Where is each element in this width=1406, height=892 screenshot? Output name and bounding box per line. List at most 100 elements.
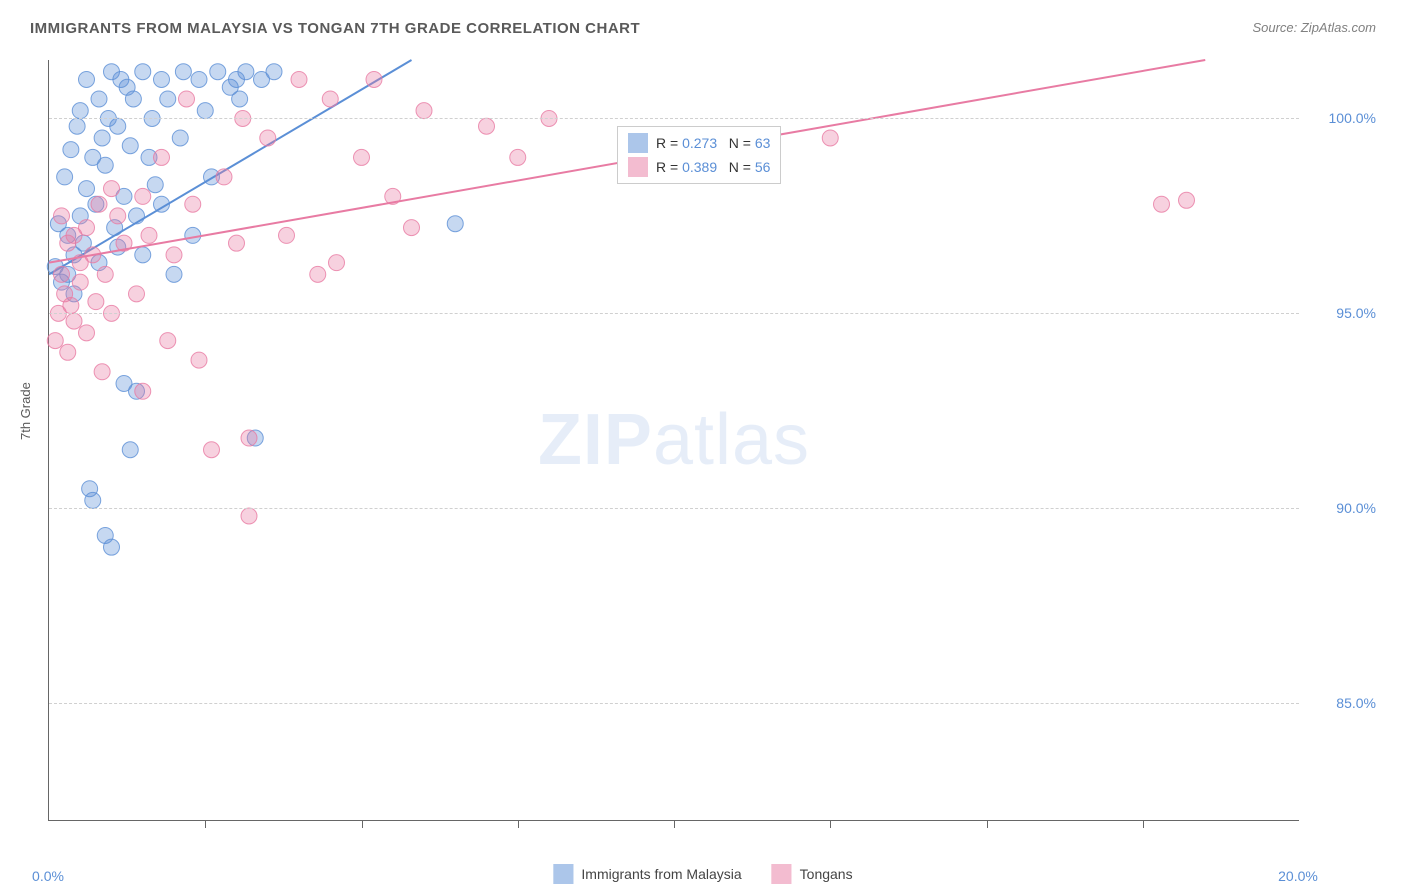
scatter-point — [91, 91, 107, 107]
scatter-point — [104, 539, 120, 555]
series-legend: Immigrants from Malaysia Tongans — [553, 864, 852, 884]
x-tick — [674, 820, 675, 828]
legend-label: Immigrants from Malaysia — [581, 866, 741, 882]
scatter-point — [385, 188, 401, 204]
legend-stats: R = 0.273 N = 63 — [656, 135, 770, 151]
scatter-point — [129, 286, 145, 302]
scatter-point — [85, 247, 101, 263]
scatter-point — [447, 216, 463, 232]
scatter-point — [154, 196, 170, 212]
scatter-point — [238, 64, 254, 80]
scatter-point — [63, 298, 79, 314]
scatter-point — [47, 333, 63, 349]
plot-area: ZIPatlas R = 0.273 N = 63R = 0.389 N = 5… — [48, 60, 1299, 821]
x-tick — [362, 820, 363, 828]
scatter-point — [354, 149, 370, 165]
scatter-point — [185, 227, 201, 243]
legend-swatch — [628, 157, 648, 177]
scatter-point — [229, 235, 245, 251]
correlation-legend: R = 0.273 N = 63 R = 0.389 N = 56 — [617, 126, 781, 184]
scatter-point — [416, 103, 432, 119]
scatter-point — [54, 208, 70, 224]
x-tick — [830, 820, 831, 828]
scatter-point — [179, 91, 195, 107]
scatter-point — [160, 91, 176, 107]
scatter-point — [79, 220, 95, 236]
scatter-point — [191, 352, 207, 368]
scatter-point — [147, 177, 163, 193]
scatter-point — [166, 247, 182, 263]
scatter-point — [129, 208, 145, 224]
scatter-point — [125, 91, 141, 107]
scatter-point — [1179, 192, 1195, 208]
x-tick-label: 20.0% — [1278, 868, 1318, 884]
scatter-point — [141, 227, 157, 243]
x-tick-label: 0.0% — [32, 868, 64, 884]
legend-swatch — [553, 864, 573, 884]
chart-title: IMMIGRANTS FROM MALAYSIA VS TONGAN 7TH G… — [30, 20, 640, 37]
scatter-point — [104, 181, 120, 197]
x-tick — [987, 820, 988, 828]
scatter-point — [279, 227, 295, 243]
x-tick — [1143, 820, 1144, 828]
scatter-point — [110, 208, 126, 224]
scatter-point — [232, 91, 248, 107]
scatter-point — [135, 64, 151, 80]
scatter-point — [135, 188, 151, 204]
scatter-point — [91, 196, 107, 212]
scatter-point — [88, 294, 104, 310]
scatter-point — [154, 71, 170, 87]
scatter-point — [110, 118, 126, 134]
scatter-point — [122, 138, 138, 154]
gridline — [49, 118, 1299, 119]
x-tick — [205, 820, 206, 828]
legend-label: Tongans — [800, 866, 853, 882]
scatter-point — [185, 196, 201, 212]
scatter-point — [94, 364, 110, 380]
scatter-point — [72, 103, 88, 119]
legend-swatch — [628, 133, 648, 153]
scatter-point — [160, 333, 176, 349]
scatter-point — [479, 118, 495, 134]
y-tick-label: 85.0% — [1336, 695, 1376, 711]
scatter-point — [197, 103, 213, 119]
scatter-point — [310, 266, 326, 282]
scatter-point — [191, 71, 207, 87]
scatter-point — [79, 181, 95, 197]
source-attribution: Source: ZipAtlas.com — [1252, 20, 1376, 35]
scatter-point — [510, 149, 526, 165]
gridline — [49, 508, 1299, 509]
legend-row: R = 0.389 N = 56 — [628, 155, 770, 179]
legend-row: R = 0.273 N = 63 — [628, 131, 770, 155]
scatter-point — [72, 274, 88, 290]
scatter-point — [822, 130, 838, 146]
scatter-point — [97, 157, 113, 173]
scatter-point — [57, 169, 73, 185]
scatter-point — [79, 325, 95, 341]
scatter-point — [404, 220, 420, 236]
y-tick-label: 100.0% — [1329, 110, 1376, 126]
legend-item: Immigrants from Malaysia — [553, 864, 741, 884]
legend-swatch — [772, 864, 792, 884]
scatter-point — [322, 91, 338, 107]
scatter-point — [204, 442, 220, 458]
scatter-point — [260, 130, 276, 146]
scatter-point — [135, 383, 151, 399]
scatter-point — [266, 64, 282, 80]
gridline — [49, 703, 1299, 704]
scatter-point — [63, 142, 79, 158]
scatter-point — [94, 130, 110, 146]
scatter-point — [241, 508, 257, 524]
scatter-point — [69, 118, 85, 134]
scatter-point — [54, 266, 70, 282]
scatter-point — [60, 344, 76, 360]
scatter-point — [329, 255, 345, 271]
scatter-point — [79, 71, 95, 87]
scatter-point — [85, 492, 101, 508]
scatter-point — [216, 169, 232, 185]
legend-stats: R = 0.389 N = 56 — [656, 159, 770, 175]
y-axis-label: 7th Grade — [18, 382, 33, 440]
scatter-point — [154, 149, 170, 165]
scatter-point — [66, 313, 82, 329]
scatter-point — [210, 64, 226, 80]
